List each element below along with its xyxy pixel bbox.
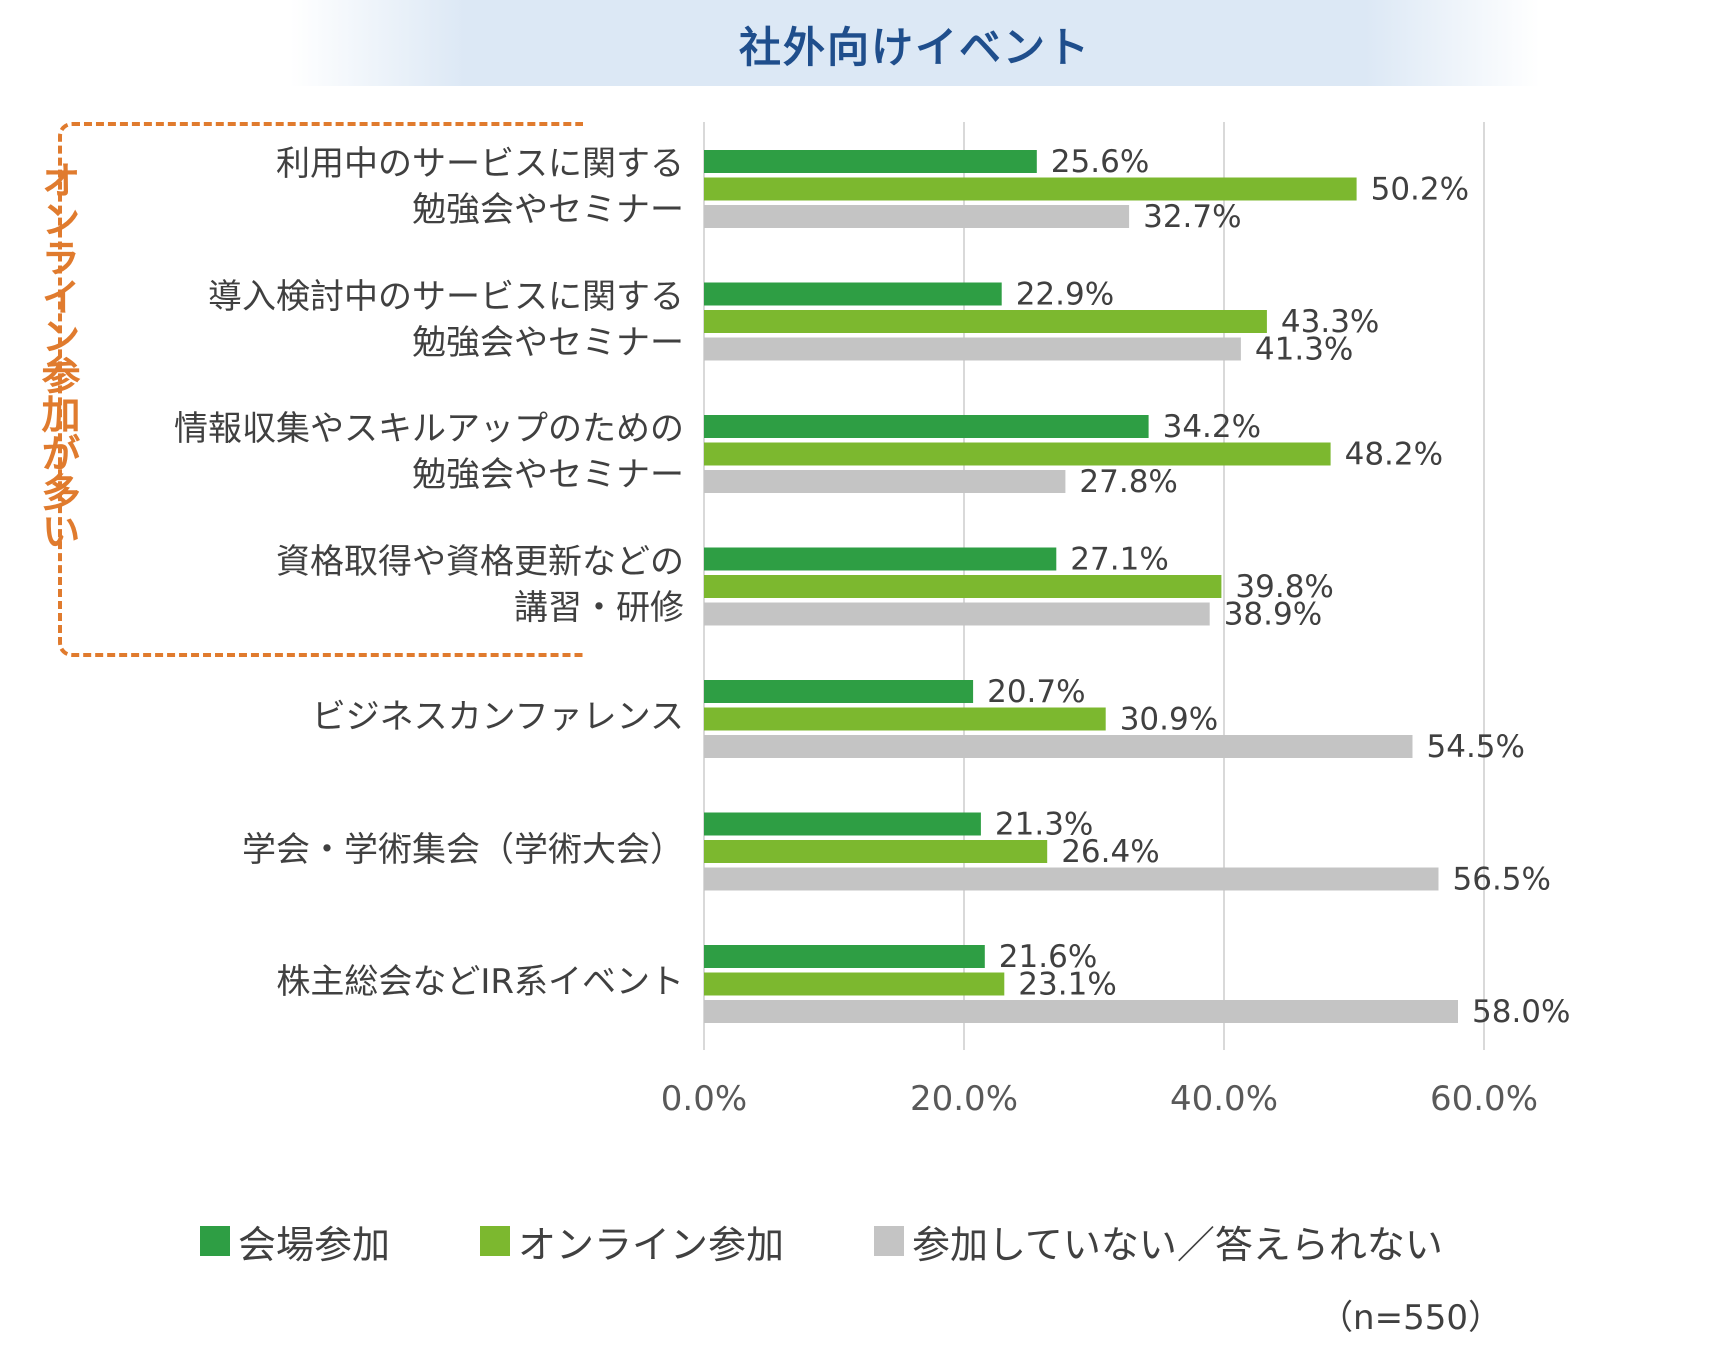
data-label: 20.7% [987,674,1085,710]
data-label: 32.7% [1143,199,1241,235]
bar [704,282,1002,306]
data-label: 27.8% [1079,464,1177,500]
bar [704,575,1222,598]
bar [704,415,1149,438]
data-label: 21.3% [995,807,1093,843]
bar [704,442,1331,466]
data-label: 22.9% [1016,277,1114,313]
x-tick-label: 40.0% [1170,1079,1278,1119]
bar [704,150,1037,173]
bar [704,707,1106,731]
category-label: 情報収集やスキルアップのための [174,409,684,449]
bar [704,945,985,968]
bar [704,735,1413,758]
data-label: 54.5% [1427,729,1525,765]
legend-item: 会場参加 [200,1214,390,1269]
legend-item: オンライン参加 [480,1214,784,1269]
bar [704,840,1048,863]
data-label: 58.0% [1472,994,1570,1030]
category-label: 利用中のサービスに関する [276,144,684,184]
data-label: 48.2% [1345,437,1443,473]
category-label: 資格取得や資格更新などの [276,541,684,582]
data-label: 26.4% [1061,834,1159,870]
x-tick-label: 0.0% [661,1079,747,1119]
legend-label: 会場参加 [238,1222,391,1267]
category-label: 勉強会やセミナー [412,190,684,230]
bar [704,812,981,836]
sample-size: （n=550） [1319,1298,1502,1338]
x-tick-label: 60.0% [1430,1079,1538,1119]
bar [704,602,1210,626]
x-tick-label: 20.0% [910,1079,1018,1119]
data-label: 25.6% [1051,144,1149,180]
chart-title: 社外向けイベント [738,23,1091,72]
legend-item: 参加していない／答えられない [874,1214,1443,1269]
data-label: 39.8% [1235,569,1333,605]
data-label: 27.1% [1070,542,1168,578]
data-label: 38.9% [1224,597,1322,633]
title-band [290,0,1540,86]
data-label: 30.9% [1120,702,1218,738]
data-label: 34.2% [1163,409,1261,445]
legend-swatch [874,1226,905,1256]
highlight-annotation: オンライン参加が多い [35,160,80,550]
data-label: 21.6% [999,939,1097,975]
data-label: 41.3% [1255,332,1353,368]
data-label: 56.5% [1453,862,1551,898]
legend: 会場参加 オンライン参加 参加していない／答えられない [200,1218,1533,1267]
bar [704,177,1357,201]
bar [704,337,1241,361]
category-label: ビジネスカンファレンス [311,697,684,737]
highlight-box [58,122,583,657]
category-label: 勉強会やセミナー [412,322,684,363]
bar [704,1000,1458,1023]
bar [704,310,1267,333]
bar [704,680,974,703]
category-label: 導入検討中のサービスに関する [208,276,684,317]
bar [704,470,1066,493]
bar [704,867,1439,891]
category-label: 学会・学術集会（学術大会） [242,829,684,870]
data-label: 23.1% [1018,967,1116,1003]
category-label: 株主総会などIR系イベント [276,962,684,1002]
bar [704,972,1005,996]
legend-swatch [480,1226,511,1256]
bar [704,205,1130,228]
bar [704,547,1057,571]
category-label: 勉強会やセミナー [412,455,684,495]
category-label: 講習・研修 [514,587,684,628]
legend-label: 参加していない／答えられない [912,1222,1443,1267]
legend-label: オンライン参加 [518,1222,785,1267]
data-label: 50.2% [1371,172,1469,208]
data-label: 43.3% [1281,304,1379,340]
legend-swatch [200,1226,230,1256]
